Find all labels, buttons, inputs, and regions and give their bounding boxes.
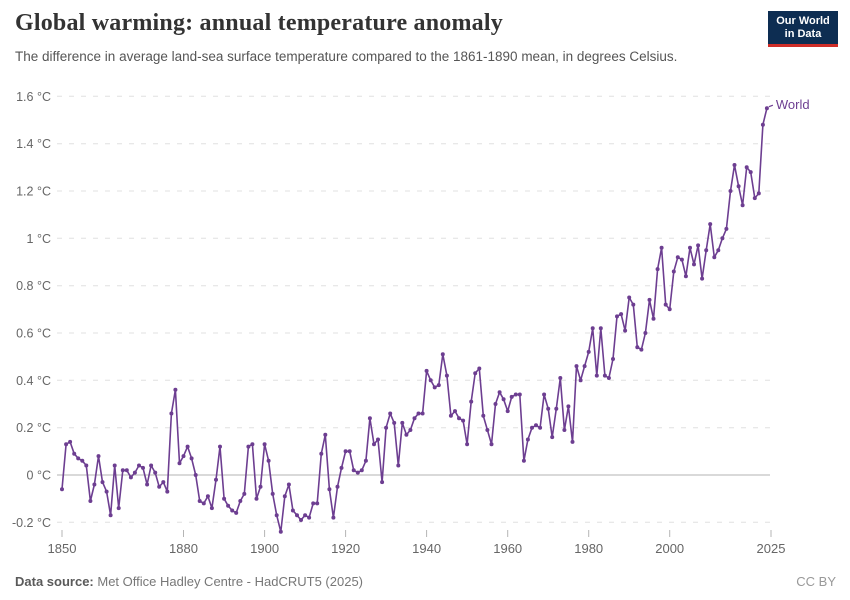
svg-text:1880: 1880: [169, 541, 198, 556]
temperature-line-series[interactable]: [60, 106, 769, 534]
series-end-label[interactable]: World: [768, 97, 810, 112]
svg-text:1.2 °C: 1.2 °C: [16, 185, 51, 199]
license-link[interactable]: CC BY: [796, 574, 836, 589]
svg-text:0.6 °C: 0.6 °C: [16, 327, 51, 341]
svg-text:2025: 2025: [757, 541, 786, 556]
svg-text:2000: 2000: [655, 541, 684, 556]
svg-text:1850: 1850: [48, 541, 77, 556]
svg-text:1 °C: 1 °C: [27, 232, 51, 246]
svg-text:1980: 1980: [574, 541, 603, 556]
page-title: Global warming: annual temperature anoma…: [15, 10, 503, 36]
svg-text:1900: 1900: [250, 541, 279, 556]
world-series-label: World: [776, 97, 810, 112]
svg-text:1960: 1960: [493, 541, 522, 556]
y-gridlines: [57, 95, 770, 523]
svg-text:0.2 °C: 0.2 °C: [16, 421, 51, 435]
svg-text:1.4 °C: 1.4 °C: [16, 137, 51, 151]
svg-text:0.8 °C: 0.8 °C: [16, 279, 51, 293]
owid-logo[interactable]: Our World in Data: [768, 11, 838, 47]
owid-logo-line1: Our World: [776, 15, 830, 27]
owid-logo-line2: in Data: [784, 28, 822, 40]
data-source-label: Data source:: [15, 574, 94, 589]
svg-text:1920: 1920: [331, 541, 360, 556]
svg-text:1.6 °C: 1.6 °C: [16, 90, 51, 104]
data-source: Data source: Met Office Hadley Centre - …: [15, 574, 363, 589]
data-source-text: Met Office Hadley Centre - HadCRUT5 (202…: [93, 574, 363, 589]
svg-text:1940: 1940: [412, 541, 441, 556]
x-axis-ticks: 1850 1880 1900 1920 1940 1960 1980 2000 2025: [48, 530, 786, 556]
svg-text:0.4 °C: 0.4 °C: [16, 374, 51, 388]
chart-subtitle: The difference in average land-sea surfa…: [15, 49, 678, 64]
svg-text:0 °C: 0 °C: [27, 469, 51, 483]
svg-text:-0.2 °C: -0.2 °C: [12, 516, 51, 530]
y-axis-labels: -0.2 °C 0 °C 0.2 °C 0.4 °C 0.6 °C 0.8 °C 1 °C 1…: [12, 90, 51, 530]
